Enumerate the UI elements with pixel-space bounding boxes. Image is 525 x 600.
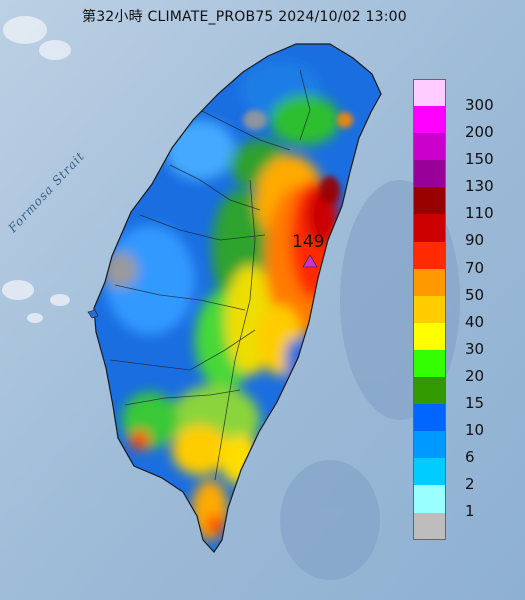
legend-swatch <box>413 160 446 188</box>
legend-swatch <box>413 79 446 107</box>
legend-swatch <box>413 404 446 432</box>
penghu-island <box>87 309 99 319</box>
max-location-marker <box>302 254 318 268</box>
sea-clouds <box>2 16 71 323</box>
legend-swatch <box>413 431 446 459</box>
legend-row: 1 <box>413 485 513 520</box>
map-title: 第32小時 CLIMATE_PROB75 2024/10/02 13:00 <box>82 9 407 25</box>
legend-swatch <box>413 187 446 215</box>
legend-label: 130 <box>465 177 494 196</box>
legend-swatch <box>413 485 446 513</box>
color-legend: 300 200 150 130 110 90 70 50 40 30 20 15 10 6 2 1 <box>413 79 513 540</box>
legend-label: 300 <box>465 96 494 114</box>
legend-row: 70 <box>413 241 513 277</box>
legend-row: 40 <box>413 295 513 331</box>
legend-label: 1 <box>465 502 475 521</box>
legend-row: 110 <box>413 187 513 222</box>
legend-label: 110 <box>465 204 494 223</box>
legend-label: 200 <box>465 123 494 142</box>
legend-swatch <box>413 512 446 540</box>
legend-row: 6 <box>413 431 513 466</box>
county-borders <box>109 69 311 481</box>
legend-swatch <box>413 295 446 323</box>
legend-row: 150 <box>413 133 513 168</box>
legend-label: 40 <box>465 312 485 331</box>
legend-label: 20 <box>465 366 485 385</box>
legend-label: 50 <box>465 285 485 304</box>
legend-swatch <box>413 133 446 161</box>
legend-label: 15 <box>465 394 485 413</box>
legend-label: 2 <box>465 475 475 494</box>
legend-row: 300 <box>413 79 513 114</box>
legend-row: 90 <box>413 214 513 249</box>
legend-row: 15 <box>413 377 513 412</box>
legend-swatch <box>413 377 446 405</box>
legend-row: 20 <box>413 349 513 385</box>
legend-label: 10 <box>465 421 485 440</box>
legend-label: 30 <box>465 339 485 358</box>
legend-label: 6 <box>465 448 475 467</box>
legend-swatch <box>413 241 446 269</box>
max-value-label: 149 <box>292 232 325 252</box>
legend-swatch <box>413 322 446 350</box>
legend-label: 150 <box>465 150 494 169</box>
legend-row: 200 <box>413 106 513 141</box>
legend-label: 70 <box>465 258 485 277</box>
legend-row <box>413 512 513 540</box>
legend-label: 90 <box>465 231 485 250</box>
legend-row: 30 <box>413 322 513 358</box>
legend-swatch <box>413 214 446 242</box>
legend-row: 50 <box>413 268 513 304</box>
legend-swatch <box>413 349 446 378</box>
legend-swatch <box>413 458 446 486</box>
legend-row: 2 <box>413 458 513 493</box>
legend-row: 10 <box>413 404 513 439</box>
legend-swatch <box>413 106 446 134</box>
legend-swatch <box>413 268 446 296</box>
legend-row: 130 <box>413 160 513 195</box>
